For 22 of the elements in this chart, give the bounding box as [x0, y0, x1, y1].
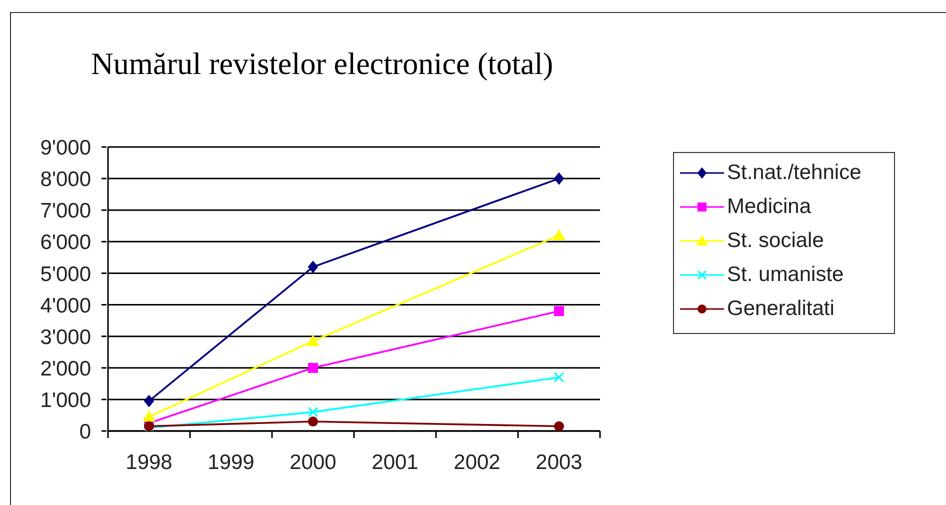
y-tick-label: 4'000 — [40, 294, 91, 318]
x-tick-label: 1999 — [208, 451, 254, 474]
y-tick-label: 8'000 — [40, 168, 91, 192]
legend-label: Generalitati — [727, 297, 834, 321]
legend-label: St. umaniste — [727, 263, 844, 287]
y-tick-label: 6'000 — [40, 231, 91, 254]
chart-title: Numărul revistelor electronice (total) — [91, 46, 554, 82]
y-tick-label: 9'000 — [40, 136, 91, 160]
y-tick-label: 5'000 — [40, 262, 91, 286]
x-tick-label: 1998 — [126, 451, 172, 474]
x-tick-label: 2000 — [290, 451, 336, 474]
y-tick-label: 7'000 — [40, 200, 91, 223]
legend-label: St. sociale — [727, 229, 824, 253]
y-tick-label: 0 — [79, 420, 91, 444]
x-tick-label: 2003 — [536, 451, 582, 474]
y-tick-label: 1'000 — [40, 389, 91, 412]
x-tick-label: 2002 — [454, 451, 500, 474]
legend-label: Medicina — [727, 195, 812, 219]
legend-label: St.nat./tehnice — [727, 161, 862, 185]
y-tick-label: 3'000 — [40, 326, 91, 349]
x-tick-label: 2001 — [372, 451, 418, 474]
y-tick-label: 2'000 — [40, 357, 91, 380]
